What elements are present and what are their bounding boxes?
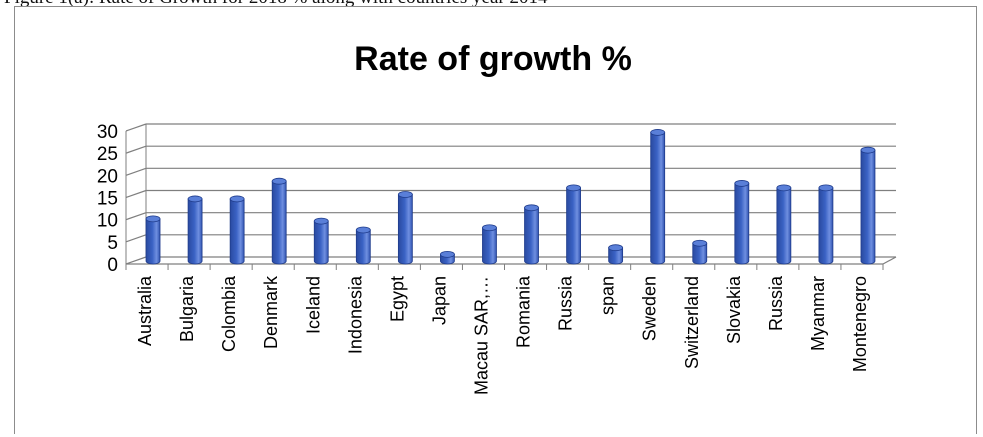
bar-top: [818, 184, 834, 192]
x-category-label: Montenegro: [850, 276, 870, 372]
bar-top: [482, 224, 497, 232]
bar: [566, 184, 581, 265]
bar: [313, 217, 329, 265]
y-tick-label: 10: [97, 211, 118, 232]
bar-body: [187, 198, 203, 265]
bar: [650, 129, 666, 265]
bar-top: [524, 204, 539, 212]
bar: [734, 180, 750, 265]
bar: [229, 195, 245, 265]
x-category-label: span: [598, 276, 618, 315]
bar-body: [566, 187, 581, 265]
x-category-label: Colombia: [219, 275, 239, 352]
chart-frame: [14, 6, 977, 434]
bar-top: [440, 250, 455, 258]
gridline-side: [125, 145, 147, 154]
gridline-side: [125, 256, 147, 265]
bar-top: [608, 244, 624, 252]
bar-top: [355, 226, 371, 234]
gridline-side: [125, 212, 147, 221]
x-category-label: Iceland: [303, 276, 323, 334]
bar: [482, 224, 497, 265]
bar-body: [145, 218, 161, 265]
x-category-label: Romania: [514, 275, 534, 348]
x-category-label: Slovakia: [724, 275, 744, 344]
x-category-label: Russia: [766, 275, 786, 331]
bar: [860, 146, 876, 265]
gridline-side: [125, 167, 147, 176]
x-category-label: Switzerland: [682, 276, 702, 369]
bar-body: [860, 149, 876, 265]
x-axis: Australia Bulgaria Colombia Denmark Iceland I…: [135, 275, 870, 395]
bar-body: [818, 187, 834, 265]
bar-top: [650, 129, 666, 136]
bar-top: [776, 184, 792, 192]
bar-body: [355, 229, 371, 265]
bars: [145, 129, 876, 265]
bar-top: [397, 191, 413, 198]
gridline-side: [125, 234, 147, 243]
bar-top: [145, 215, 161, 223]
bar-body: [650, 132, 666, 265]
bar-top: [229, 195, 245, 203]
bar-top: [313, 217, 329, 225]
bar: [608, 244, 624, 265]
bar: [145, 215, 161, 265]
x-category-label: Egypt: [387, 276, 407, 322]
bar-body: [524, 207, 539, 265]
bar-body: [271, 180, 287, 265]
bar-top: [692, 239, 708, 247]
bar: [524, 204, 539, 265]
x-category-label: Macau SAR,…: [471, 276, 491, 395]
bar-top: [860, 146, 876, 154]
bar: [692, 239, 708, 265]
y-tick-label: 30: [97, 122, 118, 143]
bar-top: [734, 180, 750, 187]
y-tick-label: 5: [107, 233, 118, 254]
bar-body: [229, 198, 245, 265]
bar-body: [608, 247, 624, 265]
gridline-side: [125, 189, 147, 199]
bar-body: [313, 220, 329, 265]
bar-body: [776, 187, 792, 265]
bar-body: [397, 194, 413, 265]
x-category-label: Indonesia: [345, 275, 365, 354]
gridline-side: [125, 123, 147, 132]
x-category-label: Denmark: [261, 275, 281, 349]
bar: [818, 184, 834, 265]
bar-body: [692, 242, 708, 265]
y-tick-label: 0: [107, 255, 118, 276]
bar-body: [734, 183, 750, 265]
x-category-label: Japan: [429, 276, 449, 325]
bar: [397, 191, 413, 265]
bar-top: [187, 195, 203, 203]
x-category-label: Sweden: [640, 276, 660, 341]
figure-caption: Figure 1(a): Rate of Growth for 2018 % a…: [4, 0, 979, 9]
bar: [440, 250, 455, 265]
floor-edge-right: [882, 256, 897, 265]
y-tick-label: 20: [97, 166, 118, 187]
bar: [355, 226, 371, 265]
chart-title: Rate of growth %: [354, 40, 632, 78]
bar: [187, 195, 203, 265]
y-tick-label: 25: [97, 144, 118, 165]
y-tick-label: 15: [97, 189, 118, 210]
x-category-label: Myanmar: [808, 276, 828, 351]
x-category-label: Russia: [556, 275, 576, 331]
bar-top: [271, 177, 287, 185]
x-category-label: Australia: [135, 275, 155, 346]
bar-top: [566, 184, 581, 192]
x-category-label: Bulgaria: [177, 275, 197, 342]
bar-body: [482, 227, 497, 265]
bar: [271, 177, 287, 265]
bar: [776, 184, 792, 265]
